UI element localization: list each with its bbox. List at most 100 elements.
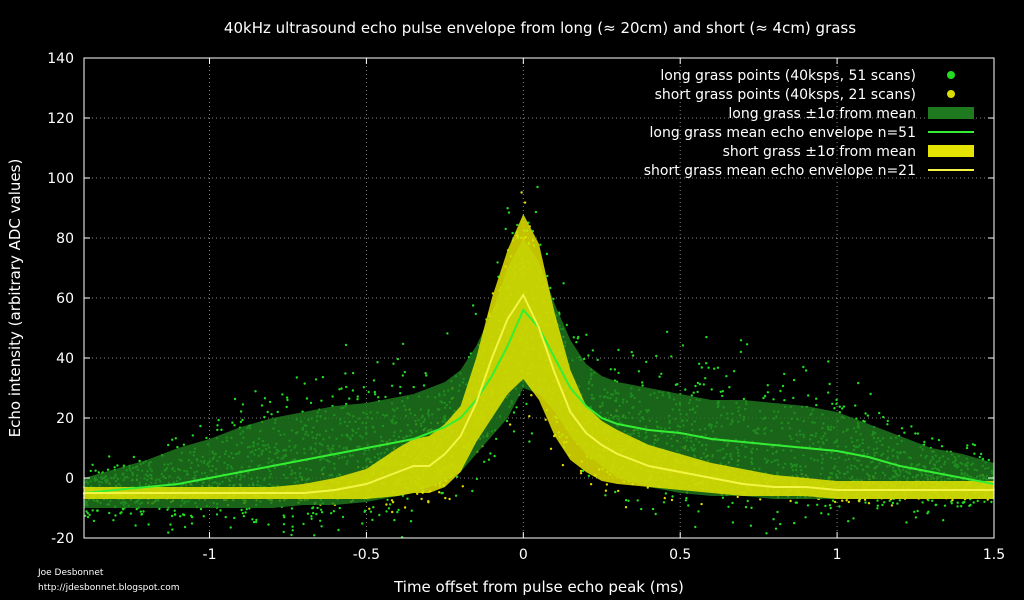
long-grass-point [943, 504, 947, 507]
long-grass-point [489, 452, 492, 455]
long-grass-point [779, 522, 782, 526]
long-grass-point [934, 503, 938, 506]
long-grass-point [241, 418, 244, 422]
long-grass-point [191, 434, 194, 437]
long-grass-point [942, 519, 945, 522]
long-grass-point [891, 501, 895, 505]
long-grass-point [276, 410, 279, 414]
long-grass-point [190, 515, 194, 519]
long-grass-point [913, 510, 916, 513]
long-grass-point [112, 519, 115, 522]
long-grass-point [614, 490, 617, 494]
long-grass-point [746, 499, 749, 503]
long-grass-point [886, 423, 889, 426]
short-grass-point [759, 498, 762, 501]
short-grass-mean-line [84, 292, 994, 494]
long-grass-point [345, 402, 348, 406]
long-grass-point [134, 524, 137, 527]
long-grass-point [340, 387, 343, 390]
long-grass-point [496, 261, 499, 264]
long-grass-point [781, 384, 785, 388]
long-grass-point [291, 529, 294, 532]
long-grass-point [987, 458, 990, 462]
long-grass-point [528, 440, 531, 443]
long-grass-point [142, 510, 145, 513]
long-grass-point [361, 522, 364, 525]
y-tick-label: -20 [51, 531, 74, 547]
long-grass-point [372, 506, 375, 509]
long-grass-point [306, 512, 310, 515]
long-grass-point [745, 343, 749, 346]
long-grass-point [409, 520, 413, 523]
long-grass-point [320, 511, 324, 514]
short-grass-point [391, 510, 394, 514]
long-grass-point [410, 509, 413, 512]
long-grass-point [721, 390, 724, 393]
long-grass-point [576, 337, 579, 340]
short-grass-point [579, 469, 583, 473]
long-grass-point [216, 424, 219, 427]
long-grass-point [965, 446, 969, 450]
long-grass-point [671, 495, 674, 498]
long-grass-point [670, 355, 673, 358]
long-grass-point [866, 414, 870, 417]
long-grass-point [841, 407, 844, 410]
x-tick-label: -0.5 [353, 547, 380, 563]
long-grass-point [373, 390, 376, 394]
short-grass-point [461, 485, 464, 488]
long-grass-point [516, 223, 519, 227]
long-grass-point [905, 521, 908, 524]
long-grass-point [179, 515, 182, 518]
long-grass-point [239, 420, 243, 424]
long-grass-point [591, 349, 594, 352]
long-grass-point [587, 354, 590, 357]
long-grass-point [341, 515, 345, 519]
long-grass-point [396, 510, 399, 514]
legend-short-points-label: short grass points (40ksps, 21 scans) [655, 87, 916, 103]
long-grass-point [86, 512, 90, 515]
long-grass-point [88, 513, 91, 517]
long-grass-point [376, 361, 379, 364]
long-grass-point [842, 405, 846, 408]
long-grass-point [609, 368, 612, 371]
long-grass-point [474, 312, 477, 316]
long-grass-point [562, 282, 565, 285]
long-grass-point [694, 525, 697, 529]
long-grass-point [627, 499, 630, 502]
x-tick-label: 0.5 [669, 547, 691, 563]
long-grass-point [330, 512, 333, 515]
legend-short-points-key [947, 90, 955, 98]
long-grass-point [378, 513, 381, 517]
long-grass-point [483, 460, 486, 463]
long-grass-point [534, 210, 538, 214]
short-grass-point [427, 500, 430, 503]
long-grass-point [766, 391, 770, 394]
long-grass-point [716, 366, 720, 369]
long-grass-point [399, 385, 402, 389]
long-grass-point [220, 428, 223, 431]
long-grass-point [129, 512, 133, 515]
long-grass-point [795, 501, 799, 504]
long-grass-point [725, 375, 728, 378]
long-grass-point [530, 432, 534, 435]
long-grass-point [252, 520, 256, 524]
long-grass-point [776, 510, 779, 514]
long-grass-point [183, 513, 186, 517]
long-grass-point [89, 469, 92, 473]
long-grass-point [313, 534, 316, 537]
short-grass-point [561, 463, 565, 467]
short-grass-point [951, 498, 954, 502]
long-grass-point [229, 526, 232, 529]
long-grass-point [882, 415, 885, 419]
long-grass-point [687, 504, 690, 507]
long-grass-point [119, 512, 122, 515]
short-grass-point [420, 497, 423, 501]
long-grass-point [857, 381, 860, 385]
long-grass-point [367, 390, 370, 394]
x-tick-label: 0 [519, 547, 528, 563]
long-grass-point [167, 531, 170, 534]
long-grass-point [505, 419, 509, 423]
short-grass-point [833, 500, 837, 504]
long-grass-point [401, 374, 404, 377]
short-grass-point [403, 506, 407, 509]
